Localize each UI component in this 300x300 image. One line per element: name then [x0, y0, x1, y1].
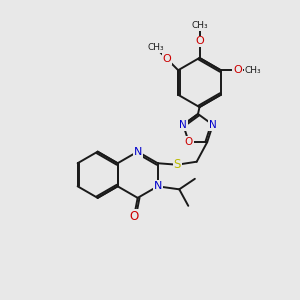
Text: N: N [154, 181, 162, 191]
Text: CH₃: CH₃ [244, 66, 261, 75]
Text: CH₃: CH₃ [191, 21, 208, 30]
Text: N: N [209, 120, 217, 130]
Text: O: O [185, 137, 193, 147]
Text: N: N [179, 120, 187, 130]
Text: N: N [134, 147, 142, 157]
Text: O: O [233, 65, 242, 75]
Text: CH₃: CH₃ [148, 43, 164, 52]
Text: O: O [162, 54, 171, 64]
Text: O: O [129, 210, 139, 223]
Text: S: S [173, 158, 181, 171]
Text: O: O [195, 36, 204, 46]
